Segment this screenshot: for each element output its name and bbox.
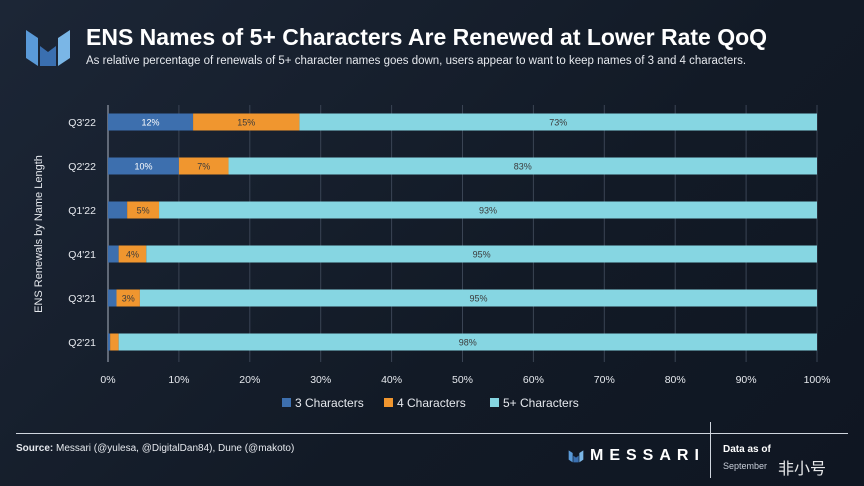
- legend-swatch: [384, 398, 393, 407]
- data-label: 95%: [473, 250, 491, 260]
- bar-segment: [178, 157, 229, 175]
- bar-segment: [127, 201, 160, 219]
- bar-segment: [110, 333, 119, 351]
- x-tick-label: 80%: [665, 374, 686, 386]
- data-label: 95%: [469, 294, 487, 304]
- legend-label: 5+ Characters: [503, 396, 579, 410]
- bar-segment: [116, 289, 140, 307]
- bar-segment: [193, 113, 300, 131]
- data-date: September: [723, 461, 768, 471]
- source-text: Messari (@yulesa, @DigitalDan84), Dune (…: [53, 443, 295, 454]
- data-label: 83%: [514, 162, 532, 172]
- y-tick-label: Q3'22: [68, 117, 96, 129]
- x-tick-label: 90%: [736, 374, 757, 386]
- data-label: 3%: [122, 294, 135, 304]
- footer-divider: [16, 433, 848, 434]
- y-axis-title: ENS Renewals by Name Length: [33, 155, 45, 313]
- watermark: 非小号: [778, 461, 827, 478]
- y-tick-label: Q4'21: [68, 249, 96, 261]
- bar-segment: [139, 289, 817, 307]
- bar-segment: [159, 201, 818, 219]
- data-label: 10%: [134, 162, 152, 172]
- x-tick-label: 0%: [100, 374, 115, 386]
- x-tick-label: 30%: [310, 374, 331, 386]
- bar-segment: [118, 245, 147, 263]
- messari-logo-icon: [26, 26, 70, 73]
- y-tick-label: Q3'21: [68, 293, 96, 305]
- source-label: Source:: [16, 443, 54, 454]
- bar-segment: [299, 113, 817, 131]
- y-tick-label: Q1'22: [68, 205, 96, 217]
- data-label: 12%: [142, 118, 160, 128]
- legend-label: 3 Characters: [295, 396, 364, 410]
- x-tick-label: 40%: [381, 374, 402, 386]
- x-tick-label: 50%: [452, 374, 473, 386]
- bar-segment: [228, 157, 817, 175]
- y-tick-label: Q2'22: [68, 161, 96, 173]
- data-label: 98%: [459, 338, 477, 348]
- data-as-of-label: Data as of: [723, 444, 771, 455]
- x-tick-label: 10%: [168, 374, 189, 386]
- x-tick-label: 20%: [239, 374, 260, 386]
- messari-brand: MESSARI: [568, 447, 705, 465]
- footer-vertical-divider: [710, 422, 711, 478]
- bar-segment: [108, 289, 117, 307]
- bar-segment: [108, 201, 128, 219]
- bar-segment: [108, 157, 179, 175]
- legend-swatch: [282, 398, 291, 407]
- data-label: 5%: [137, 206, 150, 216]
- data-label: 93%: [479, 206, 497, 216]
- legend-swatch: [490, 398, 499, 407]
- x-tick-label: 100%: [804, 374, 831, 386]
- data-label: 4%: [126, 250, 139, 260]
- messari-mark-icon: [568, 450, 584, 463]
- source-note: Source: Messari (@yulesa, @DigitalDan84)…: [16, 443, 294, 454]
- x-tick-label: 70%: [594, 374, 615, 386]
- legend-label: 4 Characters: [397, 396, 466, 410]
- data-label: 15%: [237, 118, 255, 128]
- chart-title: ENS Names of 5+ Characters Are Renewed a…: [86, 24, 768, 50]
- y-tick-label: Q2'21: [68, 337, 96, 349]
- bar-segment: [108, 333, 111, 351]
- bar-segment: [118, 333, 817, 351]
- data-label: 73%: [549, 118, 567, 128]
- brand-name: MESSARI: [590, 447, 705, 464]
- bar-segment: [108, 245, 119, 263]
- chart-subtitle: As relative percentage of renewals of 5+…: [86, 55, 747, 67]
- bar-segment: [146, 245, 817, 263]
- data-label: 7%: [197, 162, 210, 172]
- x-tick-label: 60%: [523, 374, 544, 386]
- bar-segment: [108, 113, 194, 131]
